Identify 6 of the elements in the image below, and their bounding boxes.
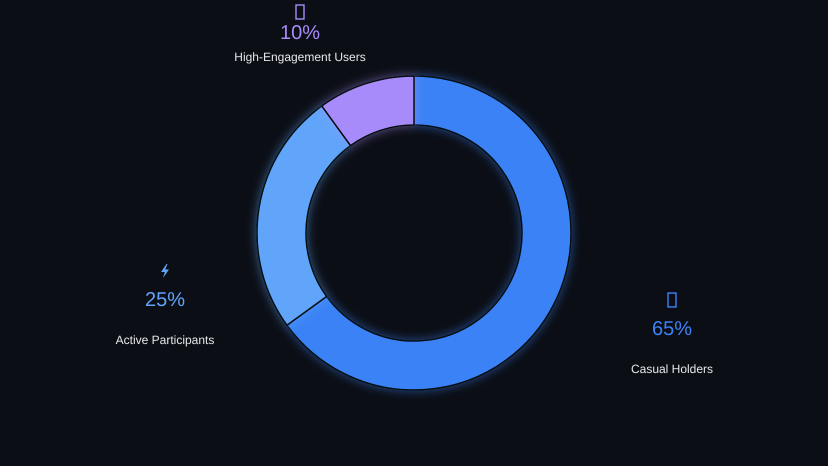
slice-label: High-Engagement Users bbox=[234, 50, 366, 64]
data-label: 25% bbox=[144, 289, 186, 311]
data-label: 10% bbox=[280, 22, 320, 44]
slice-label: Casual Holders bbox=[630, 362, 714, 376]
data-label: 65% bbox=[652, 318, 692, 340]
slice-label: Active Participants bbox=[116, 333, 214, 347]
